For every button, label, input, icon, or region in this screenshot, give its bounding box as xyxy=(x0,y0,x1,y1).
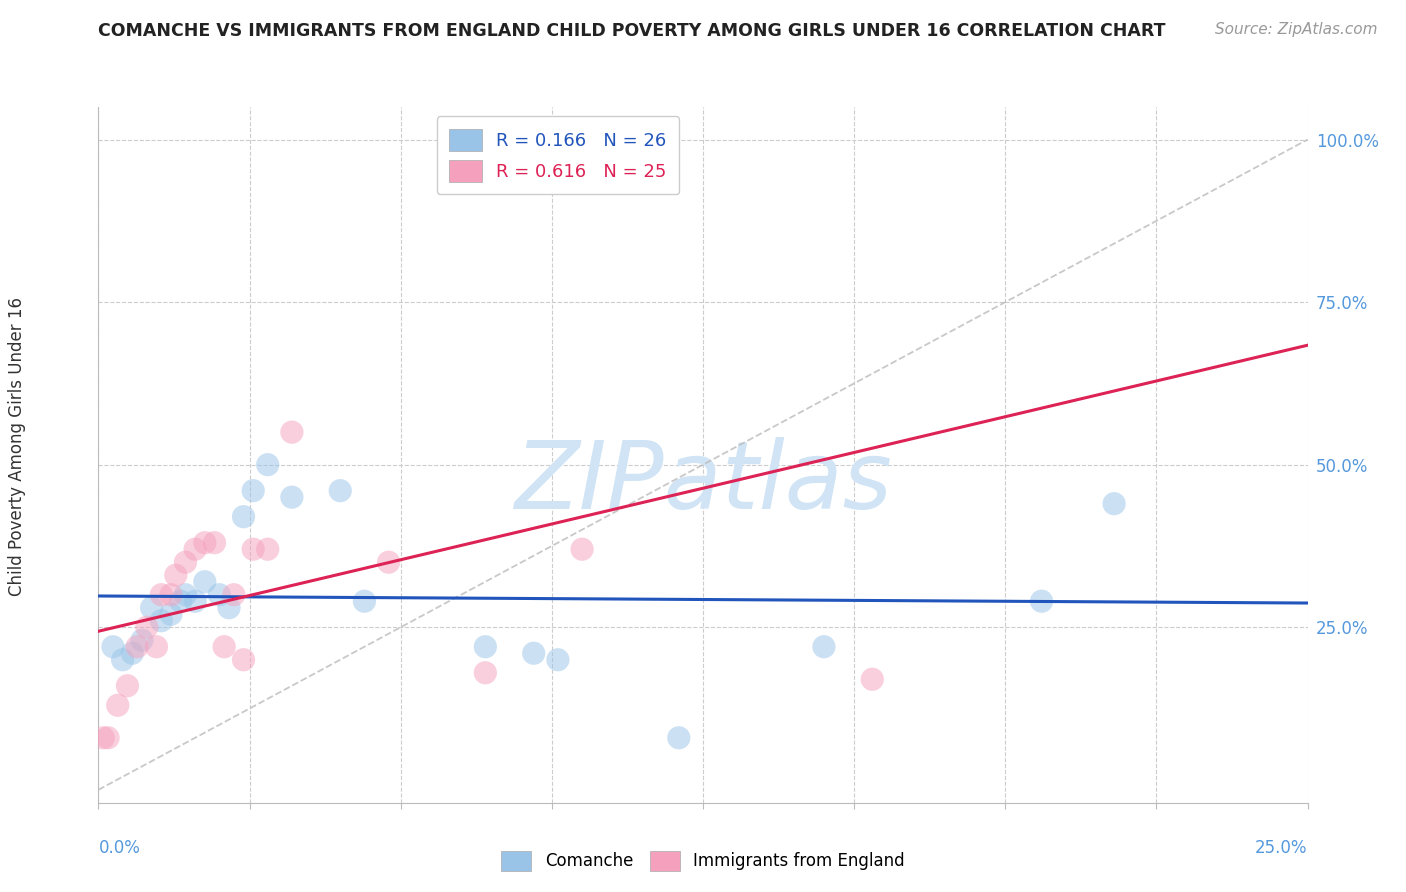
Text: 0.0%: 0.0% xyxy=(98,838,141,856)
Point xyxy=(101,640,124,654)
Point xyxy=(474,665,496,680)
Point xyxy=(150,614,173,628)
Point xyxy=(121,646,143,660)
Point xyxy=(131,633,153,648)
Point xyxy=(377,555,399,569)
Point xyxy=(91,731,114,745)
Point xyxy=(194,574,217,589)
Point xyxy=(150,588,173,602)
Point xyxy=(1102,497,1125,511)
Point xyxy=(127,640,149,654)
Point xyxy=(107,698,129,713)
Point xyxy=(165,568,187,582)
Point xyxy=(208,588,231,602)
Point xyxy=(256,458,278,472)
Point xyxy=(353,594,375,608)
Point xyxy=(184,594,207,608)
Point xyxy=(474,640,496,654)
Point xyxy=(184,542,207,557)
Point xyxy=(571,542,593,557)
Point xyxy=(160,607,183,622)
Point xyxy=(232,509,254,524)
Point xyxy=(256,542,278,557)
Point xyxy=(329,483,352,498)
Point xyxy=(547,653,569,667)
Point xyxy=(97,731,120,745)
Point xyxy=(145,640,167,654)
Point xyxy=(232,653,254,667)
Point xyxy=(194,535,217,549)
Point xyxy=(111,653,134,667)
Point xyxy=(141,600,163,615)
Point xyxy=(281,425,304,439)
Point xyxy=(281,490,304,504)
Point xyxy=(169,594,191,608)
Point xyxy=(222,588,245,602)
Point xyxy=(117,679,139,693)
Point xyxy=(860,672,883,686)
Point xyxy=(813,640,835,654)
Text: Child Poverty Among Girls Under 16: Child Poverty Among Girls Under 16 xyxy=(8,296,25,596)
Point xyxy=(668,731,690,745)
Point xyxy=(174,588,197,602)
Point xyxy=(1031,594,1053,608)
Point xyxy=(135,620,157,634)
Text: COMANCHE VS IMMIGRANTS FROM ENGLAND CHILD POVERTY AMONG GIRLS UNDER 16 CORRELATI: COMANCHE VS IMMIGRANTS FROM ENGLAND CHIL… xyxy=(98,22,1166,40)
Point xyxy=(204,535,226,549)
Point xyxy=(160,588,183,602)
Point xyxy=(619,132,641,146)
Point xyxy=(523,646,546,660)
Legend: R = 0.166   N = 26, R = 0.616   N = 25: R = 0.166 N = 26, R = 0.616 N = 25 xyxy=(437,116,679,194)
Point xyxy=(174,555,197,569)
Legend: Comanche, Immigrants from England: Comanche, Immigrants from England xyxy=(494,842,912,880)
Text: 25.0%: 25.0% xyxy=(1256,838,1308,856)
Text: ZIPatlas: ZIPatlas xyxy=(515,437,891,528)
Point xyxy=(242,542,264,557)
Text: Source: ZipAtlas.com: Source: ZipAtlas.com xyxy=(1215,22,1378,37)
Point xyxy=(218,600,240,615)
Point xyxy=(242,483,264,498)
Point xyxy=(212,640,235,654)
